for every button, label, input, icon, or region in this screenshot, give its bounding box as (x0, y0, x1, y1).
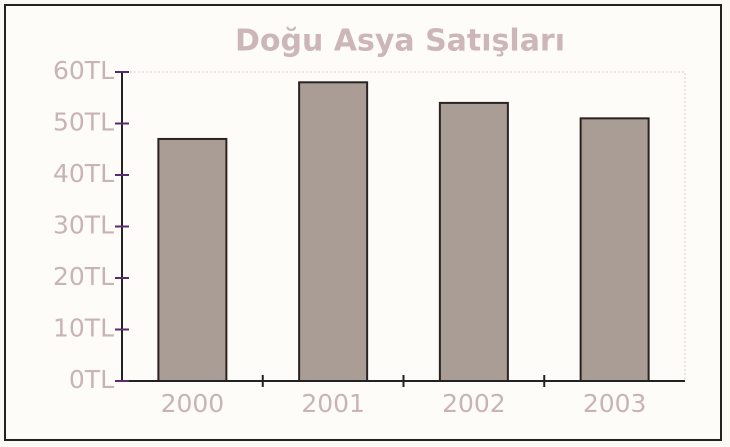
x-tick-label: 2003 (583, 389, 647, 418)
bar (438, 101, 509, 383)
x-tick-label: 2000 (161, 389, 225, 418)
bar (157, 137, 228, 382)
y-tick-label: 30TL (53, 211, 114, 240)
y-tick-label: 60TL (53, 56, 114, 85)
y-tick-label: 10TL (53, 314, 114, 343)
bar (298, 81, 369, 383)
y-tick-label: 50TL (53, 108, 114, 137)
y-tick-label: 0TL (69, 365, 114, 394)
x-tick-label: 2001 (301, 389, 365, 418)
x-tick-label: 2002 (442, 389, 506, 418)
y-tick-label: 20TL (53, 262, 114, 291)
chart-title: Doğu Asya Satışları (235, 24, 565, 59)
y-tick-label: 40TL (53, 159, 114, 188)
bar (579, 117, 650, 382)
